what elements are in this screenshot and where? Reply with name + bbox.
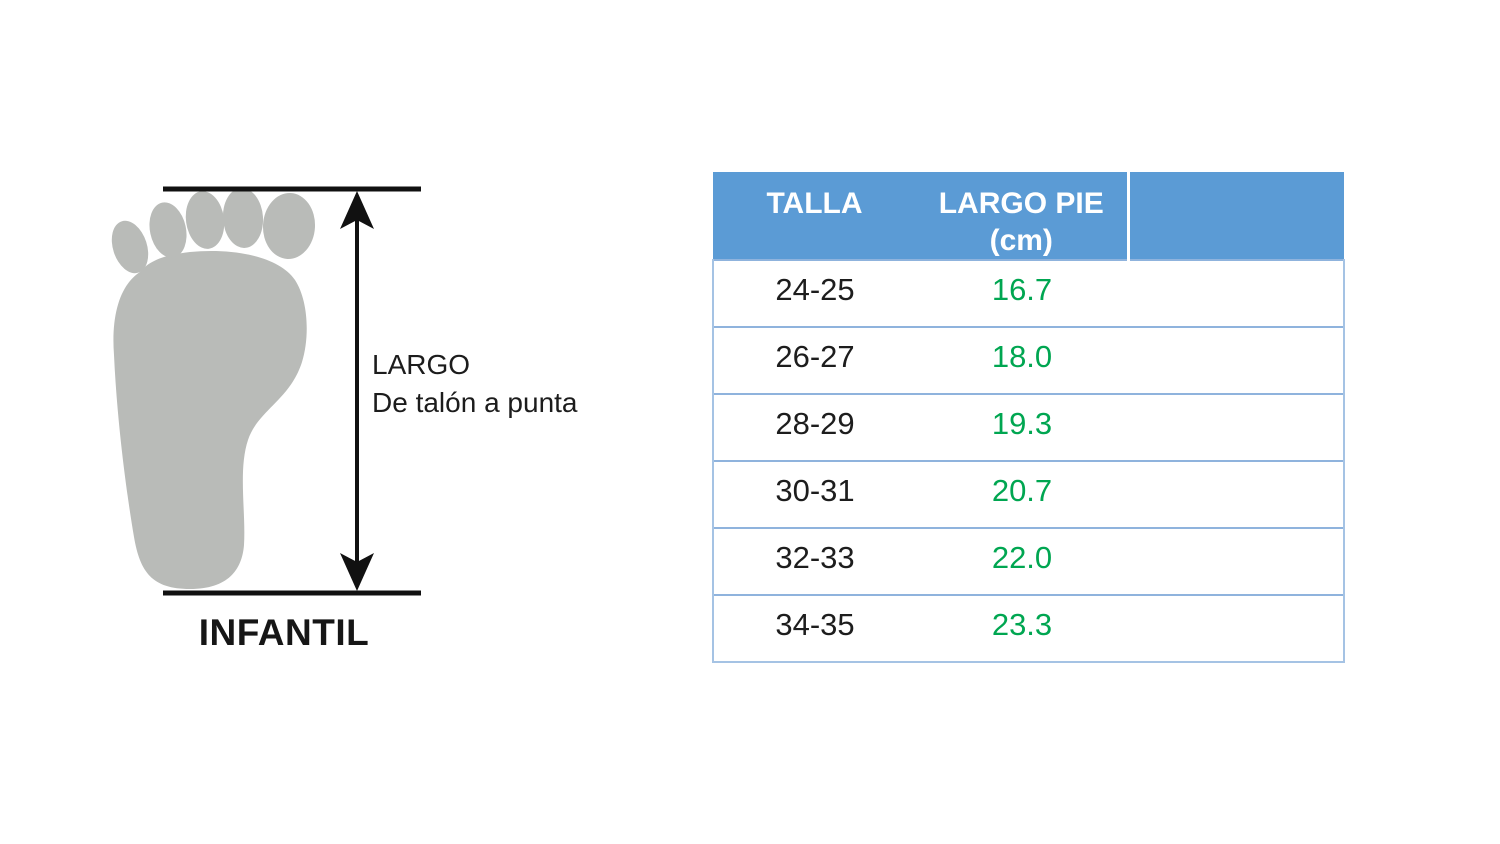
empty-cell — [1128, 259, 1345, 327]
size-cell: 26-27 — [712, 326, 916, 394]
foot-diagram-graphic — [111, 186, 421, 596]
empty-cell — [1128, 460, 1345, 528]
size-table-row: 24-25 16.7 — [712, 259, 1345, 327]
measure-label-subtitle: De talón a punta — [372, 387, 578, 418]
size-cell: 30-31 — [712, 460, 916, 528]
header-talla-label: TALLA — [766, 187, 863, 220]
header-empty-column — [1126, 172, 1344, 260]
header-largo-pie-unit: (cm) — [989, 224, 1053, 257]
toe-3 — [185, 191, 225, 249]
empty-cell — [1128, 527, 1345, 595]
size-cell: 34-35 — [712, 594, 916, 663]
toe-pinky — [111, 220, 149, 274]
size-table-row: 30-31 20.7 — [712, 460, 1345, 528]
size-cell: 28-29 — [712, 393, 916, 461]
size-table-header-row: TALLA LARGO PIE (cm) — [713, 172, 1344, 260]
toe-2 — [222, 188, 264, 248]
size-table: TALLA LARGO PIE (cm) 24-25 16.7 26-27 18… — [712, 172, 1345, 663]
arrowhead-down — [340, 553, 374, 591]
length-cell: 19.3 — [916, 393, 1128, 461]
measurement-lines — [163, 186, 421, 596]
toe-big — [262, 193, 316, 259]
foot-silhouette — [111, 188, 316, 589]
header-largo-pie-label: LARGO PIE — [938, 187, 1104, 220]
size-table-row: 26-27 18.0 — [712, 326, 1345, 394]
header-talla: TALLA — [713, 172, 916, 260]
length-cell: 18.0 — [916, 326, 1128, 394]
empty-cell — [1128, 393, 1345, 461]
measurement-arrowheads — [340, 191, 374, 591]
foot-sole-shape — [113, 250, 307, 589]
measure-label: LARGO De talón a punta — [372, 346, 578, 422]
header-largo-pie: LARGO PIE (cm) — [916, 172, 1128, 260]
size-table-row: 32-33 22.0 — [712, 527, 1345, 595]
length-cell: 16.7 — [916, 259, 1128, 327]
size-table-row: 28-29 19.3 — [712, 393, 1345, 461]
size-cell: 24-25 — [712, 259, 916, 327]
size-table-row: 34-35 23.3 — [712, 594, 1345, 663]
arrowhead-up — [340, 191, 374, 229]
empty-cell — [1128, 326, 1345, 394]
empty-cell — [1128, 594, 1345, 663]
length-cell: 22.0 — [916, 527, 1128, 595]
diagram-caption: INFANTIL — [198, 612, 370, 653]
size-cell: 32-33 — [712, 527, 916, 595]
measure-label-title: LARGO — [372, 349, 471, 380]
length-cell: 23.3 — [916, 594, 1128, 663]
length-cell: 20.7 — [916, 460, 1128, 528]
toe-4 — [149, 202, 187, 258]
